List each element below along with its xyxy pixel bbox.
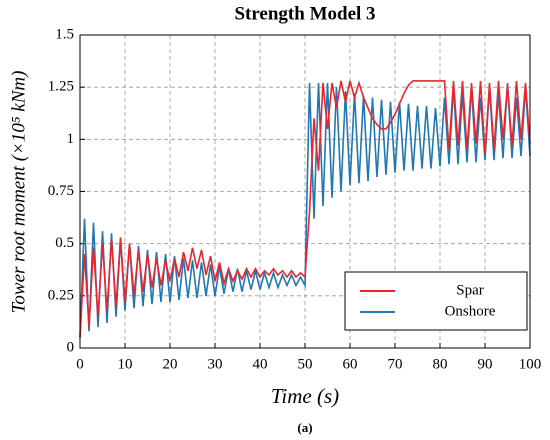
y-tick-label: 1.25 — [48, 79, 74, 95]
x-tick-label: 60 — [343, 356, 358, 372]
x-tick-label: 20 — [163, 356, 178, 372]
x-tick-label: 90 — [478, 356, 493, 372]
y-tick-label: 0.25 — [48, 287, 74, 303]
x-tick-label: 70 — [388, 356, 403, 372]
y-tick-label: 0.5 — [55, 235, 74, 251]
y-tick-label: 0 — [67, 339, 75, 355]
y-axis-label: Tower root moment (×10⁵ kNm) — [8, 71, 29, 314]
y-tick-label: 1 — [67, 131, 75, 147]
chart-title: Strength Model 3 — [234, 3, 375, 24]
x-tick-label: 0 — [76, 356, 84, 372]
x-axis-label: Time (s) — [271, 384, 339, 408]
x-tick-label: 100 — [519, 356, 542, 372]
x-tick-label: 30 — [208, 356, 223, 372]
x-tick-label: 10 — [118, 356, 133, 372]
legend-label: Spar — [456, 282, 484, 298]
series-line — [79, 80, 531, 338]
y-tick-label: 1.5 — [55, 26, 74, 42]
caption: (a) — [297, 420, 312, 435]
plot-frame — [79, 34, 531, 349]
y-tick-label: 0.75 — [48, 183, 74, 199]
legend-box — [344, 271, 528, 331]
x-tick-label: 50 — [298, 356, 313, 372]
x-tick-label: 40 — [253, 356, 268, 372]
legend-label: Onshore — [445, 303, 496, 319]
x-tick-label: 80 — [433, 356, 448, 372]
